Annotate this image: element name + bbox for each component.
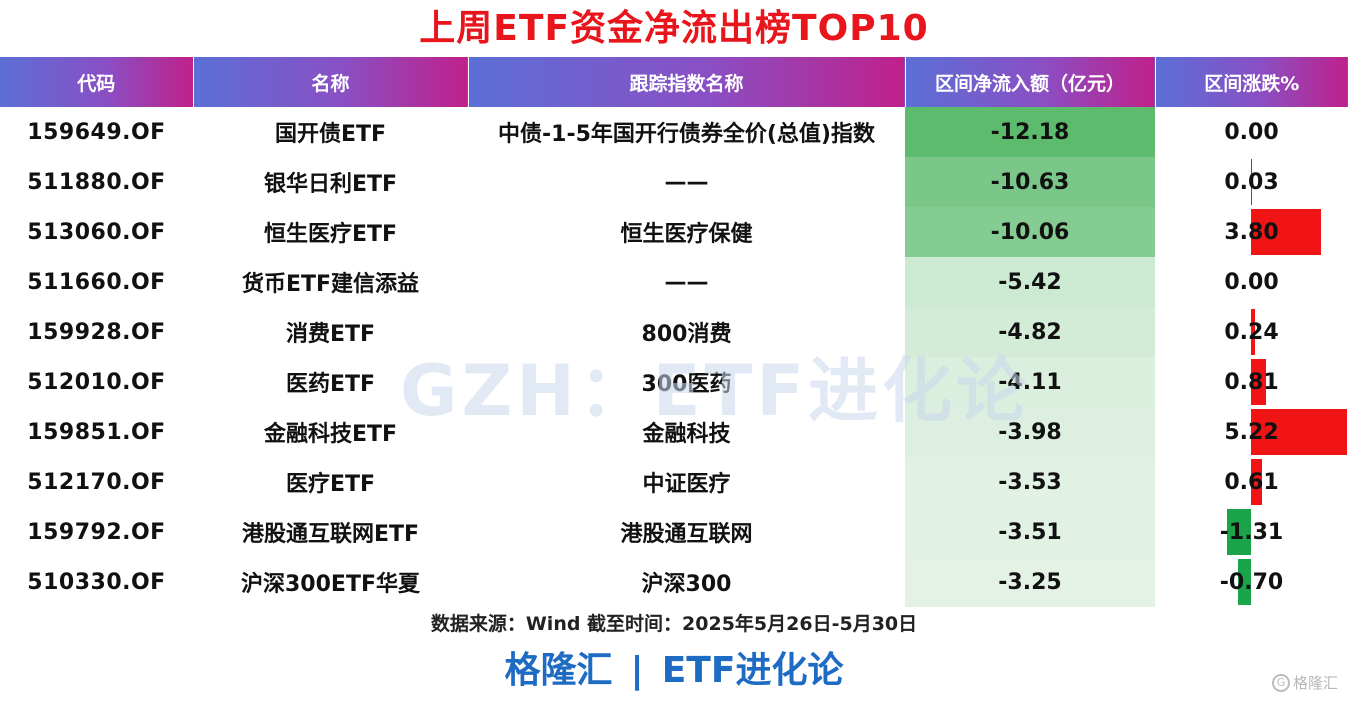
table-row: 511880.OF 银华日利ETF —— -10.63 0.03 (0, 157, 1348, 207)
source-note: 数据来源：Wind 截至时间：2025年5月26日-5月30日 (430, 613, 918, 635)
change-bar-positive (1251, 309, 1256, 355)
cell-index: 港股通互联网 (620, 522, 753, 547)
header-name: 名称 (193, 57, 469, 107)
table-row: 159649.OF 国开债ETF 中债-1-5年国开行债券全价(总值)指数 -12.1… (0, 107, 1348, 157)
cell-flow: -3.53 (905, 457, 1155, 507)
cell-flow: -12.18 (905, 107, 1155, 157)
cell-name: 金融科技ETF (263, 422, 398, 447)
change-bar-negative (1238, 559, 1251, 605)
brand-left: 格隆汇 (504, 650, 613, 691)
cell-name: 国开债ETF (274, 122, 387, 147)
cell-change: 5.22 (1155, 407, 1348, 457)
cell-index: —— (664, 269, 709, 295)
change-bar-positive (1251, 209, 1321, 255)
table-row: 159792.OF 港股通互联网ETF 港股通互联网 -3.51 -1.31 (0, 507, 1348, 557)
cell-code: 159649.OF (27, 119, 166, 145)
cell-flow: -10.63 (905, 157, 1155, 207)
table-row: 512010.OF 医药ETF 300医药 -4.11 0.81 (0, 357, 1348, 407)
brand-right: ETF进化论 (661, 650, 844, 691)
cell-flow: -3.98 (905, 407, 1155, 457)
brand-separator: | (630, 650, 644, 691)
cell-code: 510330.OF (27, 569, 166, 595)
cell-name: 恒生医疗ETF (263, 222, 398, 247)
cell-index: 300医药 (641, 372, 732, 397)
cell-name: 医疗ETF (285, 472, 376, 497)
change-bar-positive (1251, 159, 1252, 205)
etf-outflow-table: 代码 名称 跟踪指数名称 区间净流入额（亿元） 区间涨跌% 159649.OF 国… (0, 57, 1348, 607)
change-value: 0.81 (1224, 369, 1279, 395)
change-value: 0.03 (1224, 169, 1279, 195)
cell-index: 金融科技 (642, 422, 731, 447)
cell-code: 159851.OF (27, 419, 166, 445)
cell-code: 511880.OF (27, 169, 166, 195)
table-row: 513060.OF 恒生医疗ETF 恒生医疗保健 -10.06 3.80 (0, 207, 1348, 257)
cell-index: 800消费 (641, 322, 732, 347)
cell-code: 512170.OF (27, 469, 166, 495)
cell-flow: -5.42 (905, 257, 1155, 307)
cell-code: 159792.OF (27, 519, 166, 545)
cell-code: 511660.OF (27, 269, 166, 295)
change-bar-positive (1251, 409, 1347, 455)
cell-name: 消费ETF (285, 322, 376, 347)
cell-name: 港股通互联网ETF (241, 522, 420, 547)
cell-change: -1.31 (1155, 507, 1348, 557)
cell-flow: -10.06 (905, 207, 1155, 257)
header-code: 代码 (0, 57, 194, 107)
page-title: 上周ETF资金净流出榜TOP10 (419, 8, 929, 49)
header-change: 区间涨跌% (1155, 57, 1348, 107)
cell-change: 0.03 (1155, 157, 1348, 207)
table-header-row: 代码 名称 跟踪指数名称 区间净流入额（亿元） 区间涨跌% (0, 57, 1348, 107)
cell-code: 513060.OF (27, 219, 166, 245)
table-row: 159851.OF 金融科技ETF 金融科技 -3.98 5.22 (0, 407, 1348, 457)
table-row: 512170.OF 医疗ETF 中证医疗 -3.53 0.61 (0, 457, 1348, 507)
cell-flow: -4.11 (905, 357, 1155, 407)
cell-change: 0.81 (1155, 357, 1348, 407)
cell-change: 3.80 (1155, 207, 1348, 257)
change-value: 0.00 (1224, 119, 1279, 145)
cell-name: 银华日利ETF (263, 172, 398, 197)
cell-index: —— (664, 169, 709, 195)
change-value: 0.24 (1224, 319, 1279, 345)
cell-code: 159928.OF (27, 319, 166, 345)
change-value: 0.00 (1224, 269, 1279, 295)
cell-name: 沪深300ETF华夏 (241, 572, 420, 597)
cell-index: 中证医疗 (642, 472, 731, 497)
table-row: 511660.OF 货币ETF建信添益 —— -5.42 0.00 (0, 257, 1348, 307)
table-row: 159928.OF 消费ETF 800消费 -4.82 0.24 (0, 307, 1348, 357)
change-value: 3.80 (1224, 219, 1279, 245)
change-value: 5.22 (1224, 419, 1279, 445)
cell-change: 0.61 (1155, 457, 1348, 507)
corner-logo: G 格隆汇 (1271, 672, 1338, 693)
cell-flow: -3.51 (905, 507, 1155, 557)
table-row: 510330.OF 沪深300ETF华夏 沪深300 -3.25 -0.70 (0, 557, 1348, 607)
cell-flow: -3.25 (905, 557, 1155, 607)
change-value: -1.31 (1219, 519, 1284, 545)
cell-index: 中债-1-5年国开行债券全价(总值)指数 (498, 122, 875, 147)
change-value: 0.61 (1224, 469, 1279, 495)
gelonghui-logo-icon: G (1271, 673, 1290, 692)
change-bar-positive (1251, 459, 1263, 505)
cell-index: 恒生医疗保健 (620, 222, 753, 247)
change-bar-negative (1226, 509, 1251, 555)
corner-logo-text: 格隆汇 (1292, 674, 1338, 692)
cell-change: 0.00 (1155, 107, 1348, 157)
header-index: 跟踪指数名称 (468, 57, 906, 107)
cell-flow: -4.82 (905, 307, 1155, 357)
cell-code: 512010.OF (27, 369, 166, 395)
header-net-flow: 区间净流入额（亿元） (905, 57, 1156, 107)
cell-change: 0.00 (1155, 257, 1348, 307)
cell-change: 0.24 (1155, 307, 1348, 357)
cell-name: 货币ETF建信添益 (241, 272, 420, 297)
cell-name: 医药ETF (285, 372, 376, 397)
cell-change: -0.70 (1155, 557, 1348, 607)
change-bar-positive (1251, 359, 1266, 405)
change-value: -0.70 (1219, 569, 1284, 595)
cell-index: 沪深300 (641, 572, 732, 597)
brand-footer: 格隆汇 | ETF进化论 (0, 646, 1348, 696)
